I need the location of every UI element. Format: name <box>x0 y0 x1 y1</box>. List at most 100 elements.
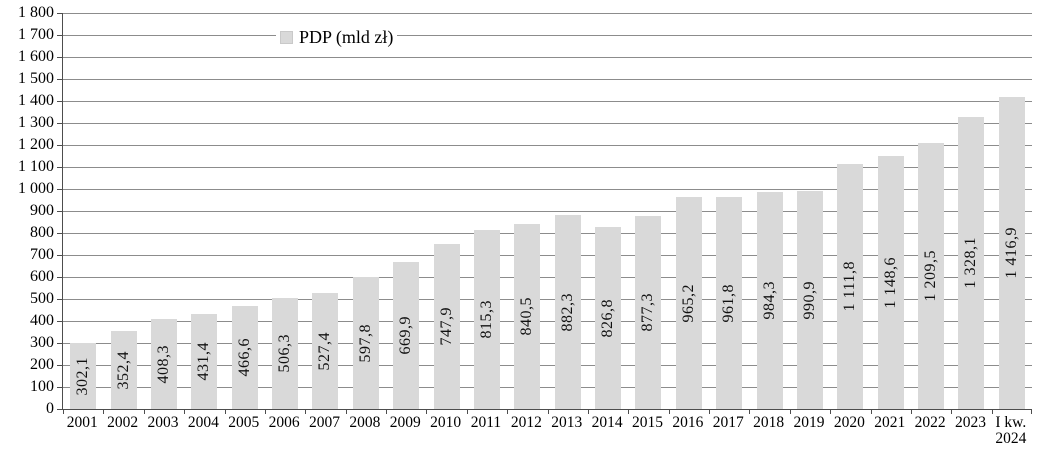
bar-value-label: 506,3 <box>276 334 294 373</box>
y-tick-label: 1 600 <box>18 48 54 65</box>
gridline <box>63 57 1032 58</box>
bar: 961,8 <box>716 197 743 409</box>
bar-value-label: 1 328,1 <box>962 237 980 289</box>
bar: 1 148,6 <box>877 156 904 409</box>
gridline <box>63 123 1032 124</box>
bar: 747,9 <box>433 244 460 409</box>
y-tick-mark <box>57 255 63 256</box>
y-tick-label: 200 <box>30 356 54 373</box>
y-tick-mark <box>57 57 63 58</box>
bar: 877,3 <box>635 216 662 409</box>
bar-value-label: 1 148,6 <box>881 256 899 309</box>
x-tick-label: 2009 <box>389 414 421 431</box>
gridline <box>63 101 1032 102</box>
bar-value-label: 1 209,5 <box>922 250 940 302</box>
bar-value-label: 815,3 <box>477 300 495 339</box>
bar: 1 209,5 <box>918 143 945 409</box>
y-tick-mark <box>57 35 63 36</box>
x-tick-label: 2008 <box>349 414 381 431</box>
y-tick-label: 1 000 <box>18 180 54 197</box>
y-tick-mark <box>57 321 63 322</box>
bar-value-label: 669,9 <box>397 316 415 355</box>
y-tick-mark <box>57 277 63 278</box>
gridline <box>63 79 1032 80</box>
gridline <box>63 233 1032 234</box>
x-tick-label: 2007 <box>308 414 340 431</box>
x-tick-label: 2004 <box>187 414 219 431</box>
gridline <box>63 13 1032 14</box>
x-tick-label: 2016 <box>672 414 704 431</box>
gridline <box>63 277 1032 278</box>
bar-value-label: 466,6 <box>235 338 253 377</box>
y-tick-mark <box>57 233 63 234</box>
x-tick-label: 2002 <box>107 414 139 431</box>
bar: 826,8 <box>595 227 622 409</box>
x-tick-mark <box>587 409 589 414</box>
x-tick-mark <box>507 409 509 414</box>
x-tick-mark <box>749 409 751 414</box>
bar-value-label: 984,3 <box>760 281 778 320</box>
x-tick-mark <box>830 409 832 414</box>
bar: 431,4 <box>191 314 218 409</box>
y-tick-mark <box>57 387 63 388</box>
gridline <box>63 387 1032 388</box>
y-tick-label: 500 <box>30 290 54 307</box>
y-tick-label: 1 500 <box>18 70 54 87</box>
bar: 1 416,9 <box>998 97 1025 409</box>
x-tick-label: 2006 <box>268 414 300 431</box>
bar: 408,3 <box>150 319 177 409</box>
x-tick-mark <box>789 409 791 414</box>
plot-area: 302,1 352,4 408,3 431,4 466,6 506,3 527,4 597,8… <box>57 13 1032 414</box>
y-tick-mark <box>57 365 63 366</box>
bar-value-label: 826,8 <box>599 298 617 338</box>
x-tick-label: 2022 <box>914 414 946 431</box>
x-tick-mark <box>184 409 186 414</box>
x-tick-mark <box>1031 409 1032 414</box>
x-tick-mark <box>910 409 912 414</box>
bar: 984,3 <box>756 192 783 409</box>
bar: 527,4 <box>312 293 339 409</box>
bar-value-label: 352,4 <box>114 350 132 390</box>
gridline <box>63 189 1032 190</box>
y-tick-mark <box>57 409 63 410</box>
gridline <box>63 211 1032 212</box>
bar: 1 111,8 <box>837 164 864 409</box>
x-tick-label: 2023 <box>954 414 986 431</box>
legend-label: PDP (mld zł) <box>299 27 394 47</box>
y-tick-label: 700 <box>30 246 54 263</box>
y-tick-mark <box>57 79 63 80</box>
bar-value-label: 840,5 <box>518 297 536 336</box>
x-tick-mark <box>386 409 387 414</box>
y-tick-label: 1 800 <box>18 4 54 21</box>
x-tick-mark <box>668 409 670 414</box>
bar-value-label: 990,9 <box>800 280 818 320</box>
x-tick-label: 2021 <box>874 414 906 431</box>
y-tick-mark <box>57 101 63 102</box>
x-tick-label: 2015 <box>631 414 663 431</box>
x-tick-mark <box>305 409 307 414</box>
x-tick-mark <box>345 409 347 414</box>
bar-value-label: 302,1 <box>74 356 92 396</box>
y-tick-label: 600 <box>30 268 54 285</box>
y-tick-mark <box>57 211 63 212</box>
x-tick-label: 2003 <box>147 414 179 431</box>
gridline <box>63 255 1032 256</box>
bar: 352,4 <box>110 331 137 409</box>
x-tick-label: 2019 <box>793 414 825 431</box>
bar-value-label: 747,9 <box>437 307 455 346</box>
y-tick-mark <box>57 343 63 344</box>
bar: 466,6 <box>231 306 258 409</box>
bar-value-label: 527,4 <box>316 331 334 371</box>
y-tick-mark <box>57 189 63 190</box>
x-tick-mark <box>224 409 226 414</box>
y-tick-label: 300 <box>30 334 54 351</box>
y-tick-label: 1 100 <box>18 158 54 175</box>
bar-value-label: 965,2 <box>679 283 697 323</box>
gridline <box>63 167 1032 168</box>
bar: 965,2 <box>675 197 702 409</box>
x-tick-label: 2018 <box>753 414 785 431</box>
x-tick-mark <box>264 409 266 414</box>
x-tick-label: 2001 <box>66 414 98 431</box>
legend-swatch-icon <box>280 31 293 44</box>
